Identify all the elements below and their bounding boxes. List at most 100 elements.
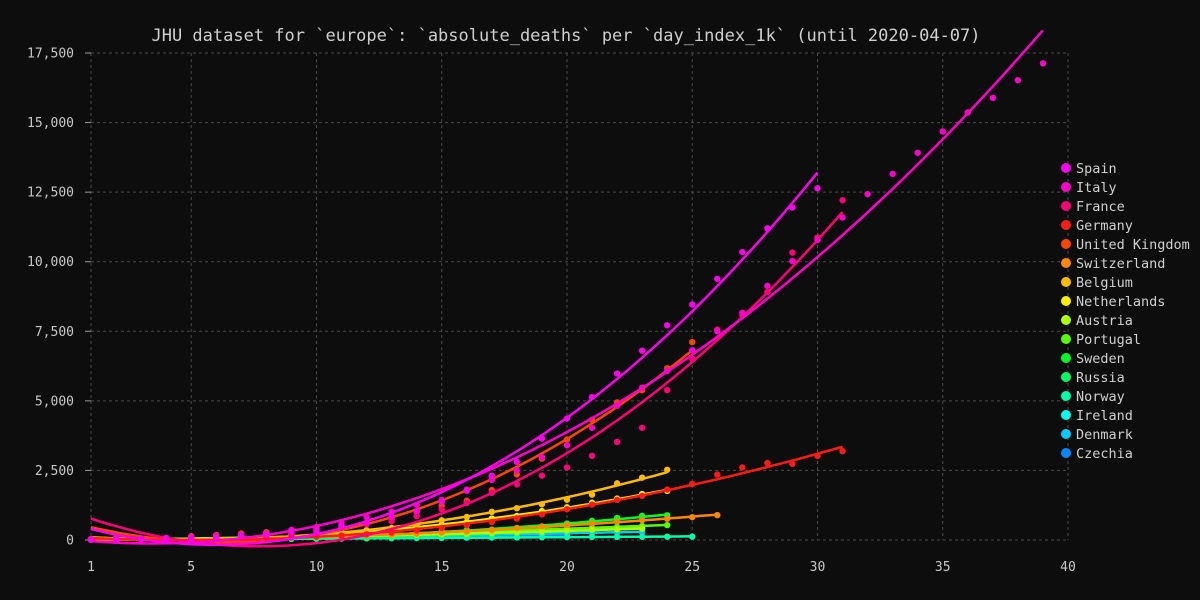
series-spain [87,171,821,547]
data-point-spain [338,521,345,529]
data-point-italy [563,442,571,449]
data-point-spain [288,528,295,536]
data-point-spain [789,204,796,211]
data-point-belgium [438,517,445,524]
data-point-norway [563,533,571,541]
data-point-germany [789,460,796,468]
data-point-switzerland [714,511,721,519]
data-point-spain [814,185,821,192]
data-point-belgium [663,466,671,473]
data-point-spain [263,531,270,538]
data-point-spain [438,498,445,505]
x-tick-label: 25 [684,560,700,575]
data-point-spain [513,458,521,466]
legend-marker [1061,334,1071,344]
legend-label: United Kingdom [1076,237,1190,253]
data-point-united-kingdom [689,338,696,346]
legend-item-italy: Italy [1061,180,1117,196]
data-point-spain [689,301,696,308]
data-point-norway [638,533,646,540]
data-point-switzerland [488,526,496,534]
data-point-italy [588,424,596,431]
legend-label: Spain [1076,161,1117,177]
data-point-switzerland [613,518,621,525]
data-point-italy [513,467,521,474]
data-point-spain [363,519,370,526]
legend-label: Netherlands [1076,294,1165,310]
data-point-spain [162,535,170,543]
data-point-germany [513,515,521,522]
data-point-belgium [538,501,546,508]
data-point-germany [538,511,546,518]
data-point-switzerland [513,524,521,532]
legend-label: Austria [1076,313,1133,329]
legend-marker [1061,182,1071,192]
legend-item-germany: Germany [1061,218,1133,234]
legend-marker [1061,448,1071,458]
legend-label: Norway [1076,389,1125,405]
legend-marker [1061,353,1071,363]
data-point-belgium [588,491,596,498]
data-point-spain [714,275,721,282]
data-point-italy [363,513,370,521]
legend-label: Portugal [1076,332,1141,348]
data-point-italy [1039,60,1047,67]
data-point-france [438,506,445,513]
data-point-germany [689,480,696,488]
data-point-italy [964,109,971,116]
x-tick-label: 1 [87,560,95,575]
x-tick-label: 30 [810,560,826,575]
data-point-germany [463,521,470,529]
data-point-norway [538,533,546,541]
data-point-italy [839,214,846,221]
data-point-italy [638,384,646,391]
axis-tick-labels: 1 5 10 15 20 25 30 35 4002,5005,0007,50010,00012… [27,47,1076,576]
data-point-belgium [413,522,420,529]
legend-item-austria: Austria [1061,313,1133,329]
data-point-spain [613,370,621,377]
x-tick-label: 5 [187,560,195,575]
data-point-france [613,438,621,446]
data-point-spain [488,472,496,479]
legend-marker [1061,315,1071,325]
data-point-france [538,472,546,479]
data-point-france [463,499,470,507]
legend-label: Germany [1076,218,1133,234]
data-point-spain [764,225,771,232]
data-point-france [513,481,521,488]
plot-area [87,29,1047,548]
data-point-united-kingdom [563,436,571,443]
legend-label: Ireland [1076,408,1133,424]
legend-marker [1061,201,1071,211]
data-point-belgium [488,508,496,516]
data-point-germany [613,496,621,504]
legend-item-switzerland: Switzerland [1061,256,1165,272]
y-tick-label: 10,000 [27,255,74,270]
legend-marker [1061,277,1071,287]
data-point-italy [914,149,921,156]
data-point-germany [839,447,846,455]
legend-marker [1061,410,1071,420]
data-point-austria [563,527,571,534]
legend-item-czechia: Czechia [1061,446,1133,462]
data-point-portugal [663,521,671,529]
data-point-spain [313,527,320,534]
data-point-switzerland [438,529,445,536]
data-point-spain [563,415,571,422]
data-point-italy [889,170,896,178]
x-tick-label: 40 [1060,560,1076,575]
legend-item-denmark: Denmark [1061,427,1133,443]
data-point-spain [463,487,470,494]
data-point-germany [588,501,596,508]
data-point-belgium [513,504,521,512]
data-point-austria [538,528,546,535]
y-tick-label: 0 [66,534,74,549]
legend-marker [1061,220,1071,230]
data-point-austria [588,526,596,533]
data-point-belgium [613,480,621,487]
legend-label: Russia [1076,370,1125,386]
data-point-spain [87,536,95,543]
data-point-spain [538,435,546,442]
data-point-italy [939,128,946,135]
